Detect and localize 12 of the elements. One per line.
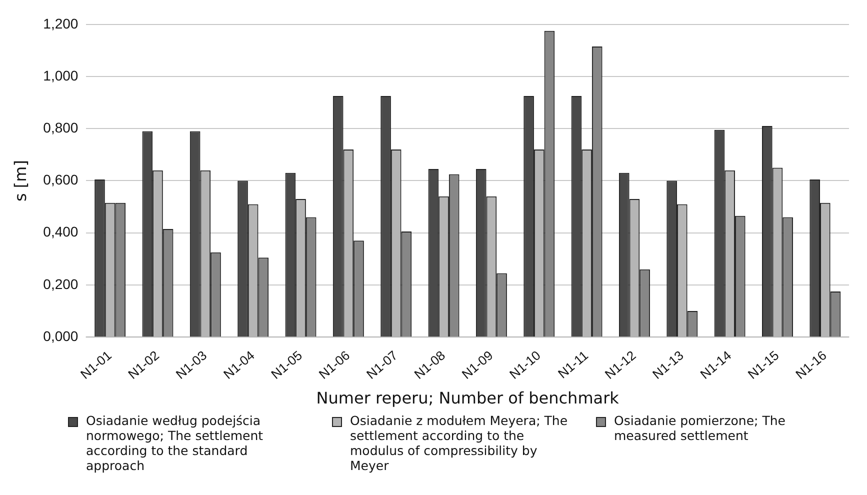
- y-tick-label: 0,600: [43, 172, 78, 188]
- y-tick-label: 0,800: [43, 119, 78, 136]
- y-tick-label: 0,200: [43, 276, 78, 292]
- y-axis-title: s [m]: [10, 160, 30, 202]
- legend-label: Osiadanie pomierzone; The measured settlement: [614, 413, 786, 443]
- y-tick-label: 0,400: [43, 224, 78, 240]
- y-tick-label: 0,000: [43, 328, 78, 344]
- y-tick-label: 1,200: [43, 15, 78, 32]
- y-tick-label: 1,000: [43, 67, 78, 84]
- x-axis-title: Numer reperu; Number of benchmark: [316, 388, 620, 408]
- legend-label: Osiadanie według podejścia normowego; The settlement according to the standard approach: [86, 413, 264, 473]
- legend-label: Osiadanie z modułem Meyera; The settlement according to the modulus of compressibility by Meyer: [350, 413, 569, 473]
